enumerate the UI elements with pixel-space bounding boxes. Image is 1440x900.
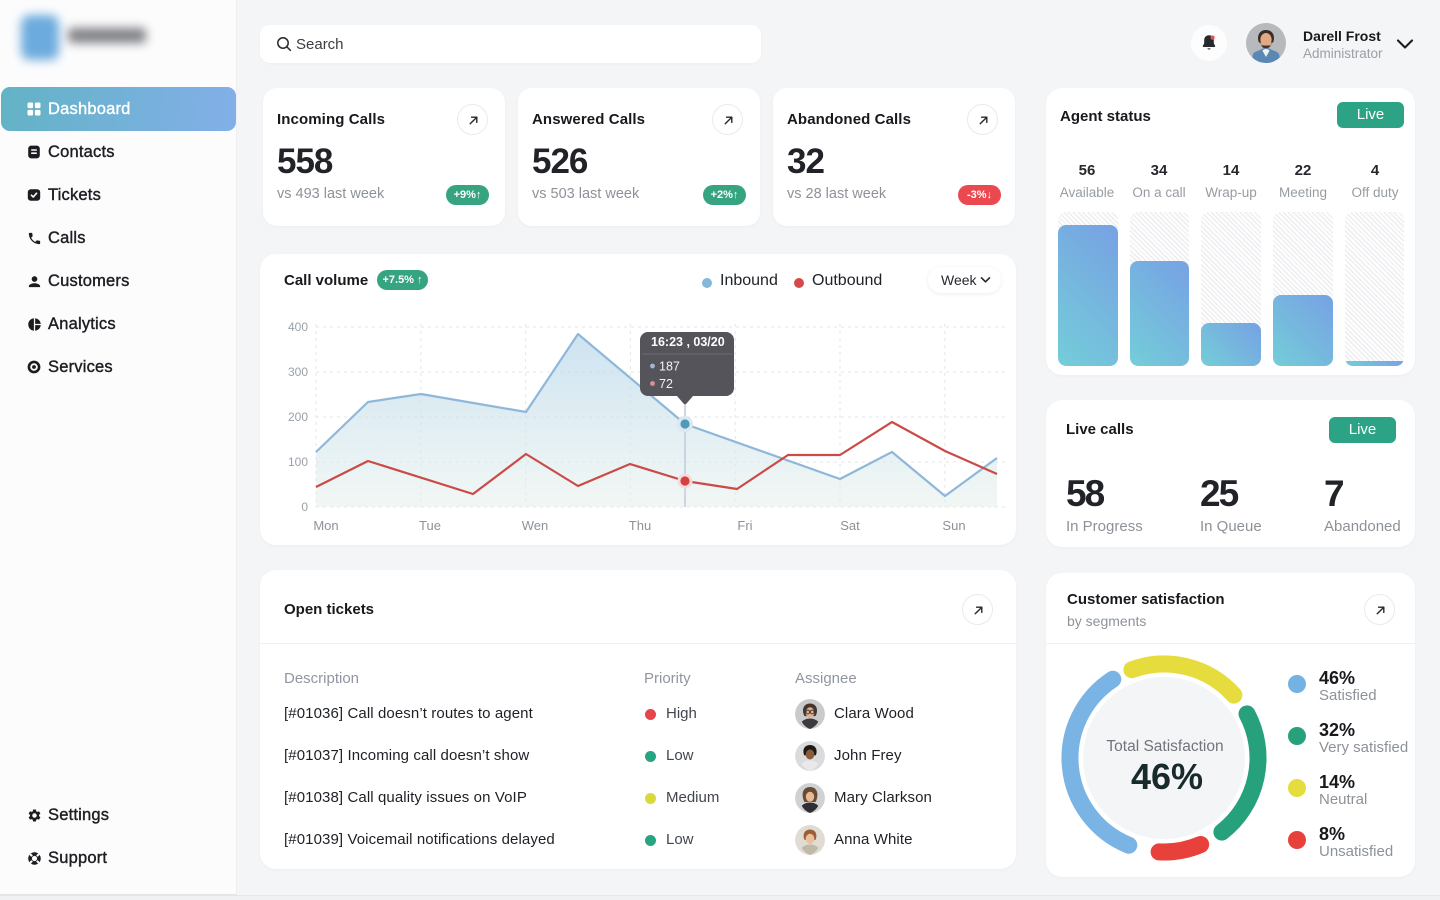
svg-text:Thu: Thu — [629, 518, 651, 533]
svg-text:Tue: Tue — [419, 518, 441, 533]
svg-text:Sun: Sun — [942, 518, 965, 533]
svg-text:100: 100 — [288, 455, 308, 469]
svg-text:46%: 46% — [1131, 756, 1203, 797]
svg-text:300: 300 — [288, 365, 308, 379]
svg-text:Fri: Fri — [737, 518, 752, 533]
svg-text:0: 0 — [301, 500, 308, 514]
svg-text:Mon: Mon — [313, 518, 338, 533]
svg-text:200: 200 — [288, 410, 308, 424]
svg-text:187: 187 — [659, 360, 680, 374]
svg-text:400: 400 — [288, 320, 308, 334]
svg-text:Wen: Wen — [522, 518, 549, 533]
svg-text:Total Satisfaction: Total Satisfaction — [1106, 738, 1223, 755]
svg-text:16:23 , 03/20: 16:23 , 03/20 — [651, 335, 725, 349]
svg-text:Sat: Sat — [840, 518, 860, 533]
svg-text:72: 72 — [659, 377, 673, 391]
